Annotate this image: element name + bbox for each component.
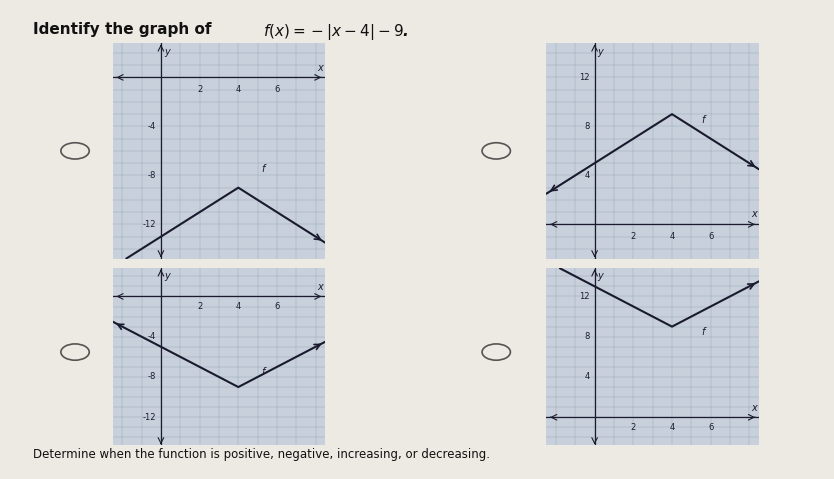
- Text: 6: 6: [708, 423, 713, 433]
- Text: 2: 2: [197, 85, 202, 94]
- Text: 6: 6: [274, 302, 279, 311]
- Text: -8: -8: [148, 171, 156, 180]
- Text: 8: 8: [585, 332, 590, 341]
- Text: 12: 12: [580, 73, 590, 82]
- Text: y: y: [597, 47, 603, 57]
- Text: -4: -4: [148, 332, 156, 341]
- Text: f: f: [701, 115, 705, 125]
- Text: -12: -12: [143, 413, 156, 422]
- Text: y: y: [163, 271, 169, 281]
- Text: 6: 6: [708, 232, 713, 241]
- Text: x: x: [318, 62, 324, 72]
- Text: -12: -12: [143, 220, 156, 229]
- Text: -8: -8: [148, 373, 156, 381]
- Text: 8: 8: [585, 122, 590, 131]
- Text: f: f: [262, 367, 265, 377]
- Text: $f(x)=-|x-4|-9$.: $f(x)=-|x-4|-9$.: [263, 22, 409, 42]
- Text: 12: 12: [580, 292, 590, 301]
- Text: Identify the graph of: Identify the graph of: [33, 22, 217, 36]
- Text: 2: 2: [197, 302, 202, 311]
- Text: Determine when the function is positive, negative, increasing, or decreasing.: Determine when the function is positive,…: [33, 448, 490, 461]
- Text: x: x: [751, 209, 757, 219]
- Text: 4: 4: [670, 423, 675, 433]
- Text: y: y: [163, 47, 169, 57]
- Text: 4: 4: [585, 171, 590, 180]
- Text: 6: 6: [274, 85, 279, 94]
- Text: 4: 4: [585, 373, 590, 381]
- Text: 4: 4: [670, 232, 675, 241]
- Text: x: x: [318, 283, 324, 292]
- Text: 4: 4: [236, 302, 241, 311]
- Text: 2: 2: [631, 232, 636, 241]
- Text: -4: -4: [148, 122, 156, 131]
- Text: y: y: [597, 271, 603, 281]
- Text: f: f: [262, 164, 265, 174]
- Text: 2: 2: [631, 423, 636, 433]
- Text: f: f: [701, 327, 705, 337]
- Text: 4: 4: [236, 85, 241, 94]
- Text: x: x: [751, 403, 757, 413]
